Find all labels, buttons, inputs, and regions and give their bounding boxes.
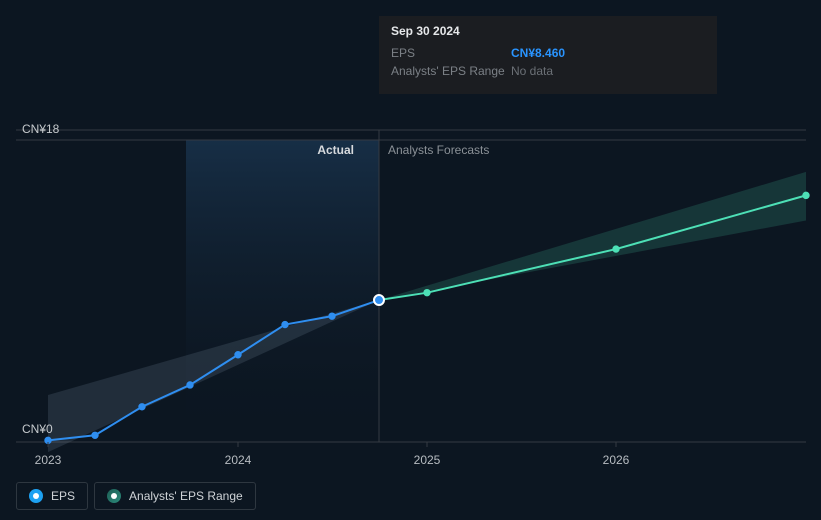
tooltip-row: EPSCN¥8.460 (391, 44, 705, 62)
eps-chart: CN¥18 CN¥0 2023 2024 2025 2026 Actual Analysts … (0, 0, 821, 520)
y-axis-label: CN¥18 (22, 122, 60, 136)
legend-eps[interactable]: EPS (16, 482, 88, 510)
x-axis-label: 2024 (225, 453, 252, 467)
x-axis-label: 2025 (414, 453, 441, 467)
region-label: Actual (317, 143, 354, 157)
tooltip-key: Analysts' EPS Range (391, 62, 511, 80)
chart-tooltip: Sep 30 2024 EPSCN¥8.460Analysts' EPS Ran… (379, 16, 717, 94)
tooltip-key: EPS (391, 44, 511, 62)
legend-swatch-icon (29, 489, 43, 503)
tooltip-value: No data (511, 62, 705, 80)
legend-swatch-icon (107, 489, 121, 503)
legend-label: EPS (51, 489, 75, 503)
x-axis-label: 2023 (35, 453, 62, 467)
legend-label: Analysts' EPS Range (129, 489, 243, 503)
tooltip-row: Analysts' EPS RangeNo data (391, 62, 705, 80)
tooltip-date: Sep 30 2024 (391, 24, 705, 38)
chart-legend: EPS Analysts' EPS Range (16, 482, 256, 510)
y-axis-label: CN¥0 (22, 422, 53, 436)
x-axis-label: 2026 (603, 453, 630, 467)
tooltip-table: EPSCN¥8.460Analysts' EPS RangeNo data (391, 44, 705, 80)
legend-range[interactable]: Analysts' EPS Range (94, 482, 256, 510)
region-label: Analysts Forecasts (388, 143, 489, 157)
tooltip-value: CN¥8.460 (511, 44, 705, 62)
